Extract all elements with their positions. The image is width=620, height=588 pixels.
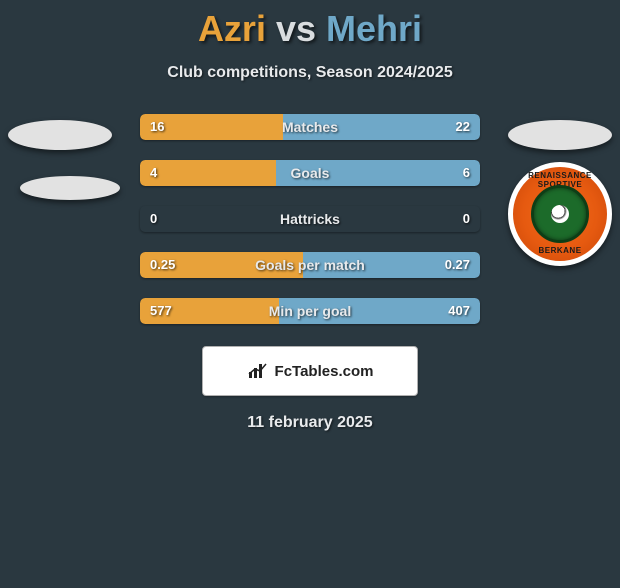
- page-title: Azri vs Mehri: [0, 8, 620, 50]
- brand-box[interactable]: FcTables.com: [202, 346, 418, 396]
- vs-text: vs: [276, 8, 316, 49]
- stat-label: Hattricks: [140, 206, 480, 232]
- stat-row: 0.250.27Goals per match: [140, 252, 480, 278]
- date-text: 11 february 2025: [0, 414, 620, 432]
- subtitle: Club competitions, Season 2024/2025: [0, 64, 620, 82]
- player1-avatar-placeholder-1: [8, 120, 112, 150]
- badge-bottom-text: BERKANE: [513, 246, 607, 255]
- brand-text: FcTables.com: [275, 363, 374, 380]
- stat-label: Goals: [140, 160, 480, 186]
- stat-row: 1622Matches: [140, 114, 480, 140]
- player1-name: Azri: [198, 8, 266, 49]
- stat-row: 577407Min per goal: [140, 298, 480, 324]
- stat-bars: 1622Matches 46Goals 00Hattricks 0.250.27Goa…: [140, 114, 480, 344]
- stat-row: 00Hattricks: [140, 206, 480, 232]
- player2-name: Mehri: [326, 8, 422, 49]
- stat-label: Goals per match: [140, 252, 480, 278]
- stat-row: 46Goals: [140, 160, 480, 186]
- club-badge: RENAISSANCE SPORTIVE BERKANE: [508, 162, 612, 266]
- stat-label: Matches: [140, 114, 480, 140]
- player1-avatar-placeholder-2: [20, 176, 120, 200]
- player2-avatar-placeholder: [508, 120, 612, 150]
- badge-ball-icon: [551, 205, 569, 223]
- chart-icon: [247, 362, 269, 380]
- badge-inner-ring: [531, 185, 589, 243]
- stat-label: Min per goal: [140, 298, 480, 324]
